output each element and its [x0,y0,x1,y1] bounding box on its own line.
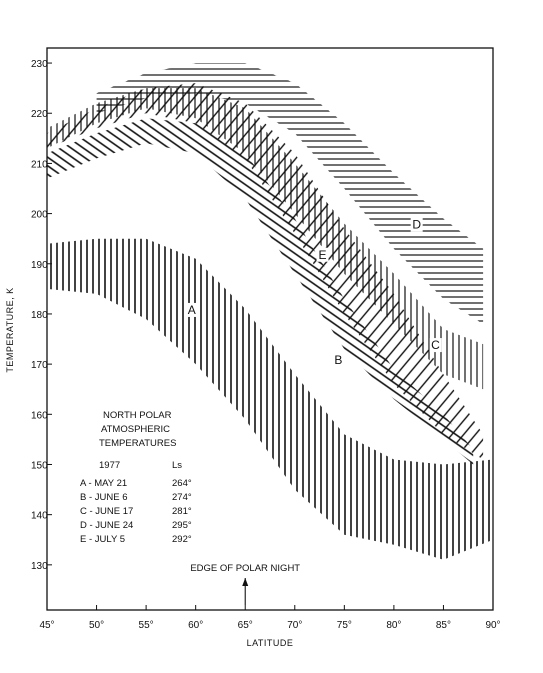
y-tick-label: 220 [31,109,48,120]
y-tick-label: 200 [31,210,48,221]
plot-frame [46,47,494,611]
y-axis-label: TEMPERATURE, K [5,287,15,372]
band-B [47,118,474,465]
legend-ls-header: Ls [172,460,182,471]
x-tick-label: 65° [238,620,253,631]
legend-entry-label: C - JUNE 17 [80,506,133,517]
legend-title-line-2: ATMOSPHERIC [101,424,170,435]
x-tick-label: 90° [485,620,500,631]
legend-entry-ls: 292° [172,534,192,545]
curve-label-B: B [334,353,342,367]
x-tick-label: 85° [436,620,451,631]
legend-title-line-3: TEMPERATURES [99,438,176,449]
curve-label-D: D [412,218,421,232]
legend-entry-ls: 281° [172,506,192,517]
x-tick-label: 75° [337,620,352,631]
curve-label-bg [185,302,198,317]
x-tick-label: 60° [188,620,203,631]
legend-entry-label: A - MAY 21 [80,478,127,489]
legend-title-line-1: NORTH POLAR [103,410,172,421]
y-tick-label: 230 [31,59,48,70]
y-tick-label: 160 [31,410,48,421]
x-axis-label: LATITUDE [247,638,294,648]
legend-entry-ls: 274° [172,492,192,503]
polar-night-arrow-head [242,578,249,586]
polar-night-annotation: EDGE OF POLAR NIGHT [190,563,300,605]
temperature-bands [47,63,493,560]
y-tick-label: 150 [31,460,48,471]
curve-label-bg [316,247,329,262]
y-tick-label: 180 [31,310,48,321]
y-tick-label: 140 [31,511,48,522]
legend-entry-label: B - JUNE 6 [80,492,128,503]
x-tick-label: 45° [39,620,54,631]
band-A [47,238,493,560]
legend-year: 1977 [99,460,120,471]
x-tick-label: 70° [287,620,302,631]
legend: NORTH POLAR ATMOSPHERIC TEMPERATURES 197… [80,410,192,545]
y-tick-label: 130 [31,561,48,572]
x-tick-label: 80° [386,620,401,631]
curve-labels: A B C D E [185,217,442,368]
x-tick-label: 55° [139,620,154,631]
curve-label-bg [429,338,442,353]
y-tick-label: 190 [31,260,48,271]
curve-label-bg [332,353,345,368]
y-tick-label: 170 [31,360,48,371]
legend-entry-ls: 295° [172,520,192,531]
legend-entry-label: E - JULY 5 [80,534,125,545]
x-tick-label: 50° [89,620,104,631]
x-axis-ticks: 45° 50° 55° 60° 65° 70° 75° 80° 85° 90° [39,605,501,631]
legend-entry-ls: 264° [172,478,192,489]
polar-night-label: EDGE OF POLAR NIGHT [190,563,300,574]
legend-entry-label: D - JUNE 24 [80,520,133,531]
curve-label-C: C [431,338,440,352]
curve-label-bg [410,217,423,232]
y-tick-label: 210 [31,159,48,170]
y-axis-ticks: 130 140 150 160 170 180 190 200 210 220 230 [31,59,52,572]
band-D [96,63,484,324]
curve-label-A: A [188,303,196,317]
band-E [47,83,484,460]
curve-label-E: E [319,248,327,262]
